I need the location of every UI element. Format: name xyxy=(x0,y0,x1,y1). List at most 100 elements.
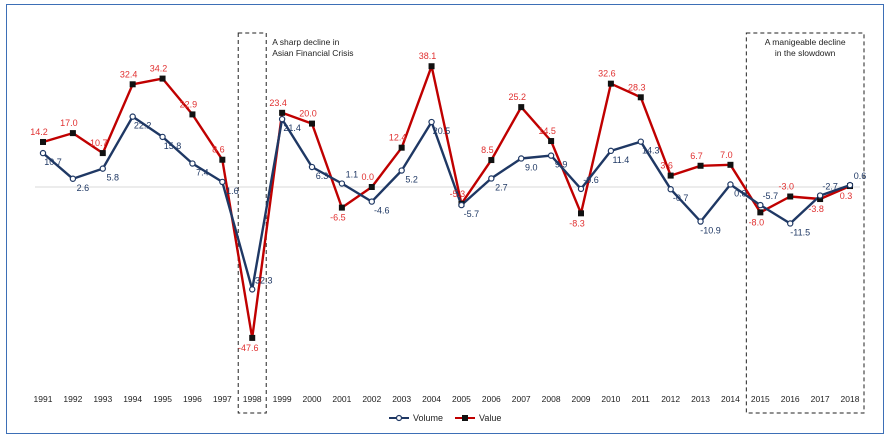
volume-point xyxy=(398,167,405,174)
x-tick-label: 2011 xyxy=(632,394,651,404)
volume-data-label: -0.6 xyxy=(583,175,599,185)
value-point xyxy=(40,138,46,145)
value-point xyxy=(637,94,644,101)
value-data-label: 34.2 xyxy=(150,64,168,74)
value-point xyxy=(189,111,196,118)
x-tick-label: 2003 xyxy=(392,394,411,404)
value-data-label: 8.5 xyxy=(481,145,494,155)
volume-point xyxy=(219,178,226,186)
x-tick-label: 1996 xyxy=(183,394,202,404)
volume-data-label: 10.7 xyxy=(44,157,62,167)
value-data-label: 23.4 xyxy=(269,98,287,108)
value-point xyxy=(488,157,495,164)
value-point xyxy=(697,162,704,169)
x-tick-label: 2002 xyxy=(362,394,381,404)
x-tick-label: 2017 xyxy=(811,394,830,404)
volume-data-label: 1.1 xyxy=(346,170,359,180)
value-data-label: 3.6 xyxy=(660,161,673,171)
value-data-label: -8.3 xyxy=(569,218,585,228)
value-point xyxy=(787,193,794,200)
x-tick-label: 1994 xyxy=(123,394,142,404)
x-tick-label: 2018 xyxy=(841,394,860,404)
volume-data-label: 0.8 xyxy=(734,188,747,198)
volume-point xyxy=(99,165,106,172)
legend-label-value: Value xyxy=(479,413,501,423)
volume-point xyxy=(757,201,764,209)
x-tick-label: 2000 xyxy=(303,394,322,404)
volume-point xyxy=(458,201,465,209)
value-data-label: 28.3 xyxy=(628,82,646,92)
volume-point xyxy=(547,152,555,159)
x-tick-label: 2015 xyxy=(751,394,770,404)
volume-point xyxy=(816,192,824,199)
chart-frame: 10.7 14.2 2.6 17.0 5.8 10.7 22.2 32.4 15.8 34.2 7.… xyxy=(6,4,884,434)
volume-point xyxy=(189,160,196,167)
x-tick-label: 1997 xyxy=(213,394,232,404)
volume-point xyxy=(159,133,166,141)
annotation-line: Asian Financial Crisis xyxy=(272,48,353,58)
value-data-label: 32.6 xyxy=(598,69,616,79)
volume-point xyxy=(488,175,495,182)
legend-marker-volume xyxy=(395,414,403,422)
volume-data-label: 22.2 xyxy=(134,121,152,131)
volume-point xyxy=(727,181,734,188)
volume-point xyxy=(249,286,256,293)
x-tick-label: 2013 xyxy=(691,394,710,404)
volume-data-label: -2.7 xyxy=(822,182,838,192)
value-point xyxy=(727,161,734,168)
value-data-label: -3.0 xyxy=(778,182,794,192)
volume-data-label: -5.7 xyxy=(464,209,480,219)
volume-data-label: 15.8 xyxy=(164,141,182,151)
x-tick-label: 1995 xyxy=(153,394,172,404)
legend-marker-value xyxy=(462,415,468,421)
volume-point xyxy=(428,118,435,126)
series-line-volume xyxy=(42,115,851,291)
volume-data-label: -11.5 xyxy=(790,227,810,237)
annotation-box-1 xyxy=(237,32,267,414)
annotation-line: in the slowdown xyxy=(775,48,836,58)
volume-data-label: 21.4 xyxy=(283,123,301,133)
value-data-label: 32.4 xyxy=(120,69,138,79)
value-data-label: 17.0 xyxy=(60,118,78,128)
x-tick-label: 1992 xyxy=(63,394,82,404)
x-tick-label: 1993 xyxy=(93,394,112,404)
volume-point xyxy=(846,181,854,189)
x-tick-label: 2014 xyxy=(721,394,740,404)
x-tick-label: 2010 xyxy=(601,394,620,404)
volume-point xyxy=(69,175,77,182)
value-data-label: -47.6 xyxy=(238,343,259,353)
volume-point xyxy=(338,180,346,187)
value-data-label: 38.1 xyxy=(419,51,437,61)
volume-data-label: 2.6 xyxy=(77,183,90,193)
value-point xyxy=(159,75,166,82)
volume-point xyxy=(607,147,615,155)
value-point xyxy=(249,334,256,341)
value-data-label: 0.0 xyxy=(362,172,375,182)
volume-data-label: -32.3 xyxy=(252,275,273,285)
value-point xyxy=(99,150,106,157)
value-data-label: -8.0 xyxy=(749,217,765,227)
volume-data-label: 1.6 xyxy=(226,186,239,196)
x-tick-label: 2012 xyxy=(661,394,680,404)
value-data-label: 7.0 xyxy=(720,150,733,160)
value-point xyxy=(428,63,435,70)
value-point xyxy=(129,81,136,88)
volume-point xyxy=(667,186,674,193)
volume-point xyxy=(129,113,136,120)
volume-point xyxy=(308,163,316,171)
value-data-label: -6.5 xyxy=(330,213,346,223)
volume-data-label: 9.9 xyxy=(555,160,568,170)
volume-data-label: 5.8 xyxy=(107,173,120,183)
volume-point xyxy=(637,138,644,145)
value-data-label: 14.2 xyxy=(30,127,48,137)
volume-point xyxy=(787,220,794,227)
x-tick-label: 1999 xyxy=(273,394,292,404)
volume-data-label: -4.6 xyxy=(374,206,390,216)
volume-data-label: 2.7 xyxy=(495,182,508,192)
value-data-label: 6.7 xyxy=(690,151,703,161)
value-data-label: -3.8 xyxy=(808,204,824,214)
value-point xyxy=(607,80,614,87)
x-tick-label: 2006 xyxy=(482,394,501,404)
value-data-label: 8.6 xyxy=(212,145,225,155)
value-point xyxy=(757,209,764,216)
